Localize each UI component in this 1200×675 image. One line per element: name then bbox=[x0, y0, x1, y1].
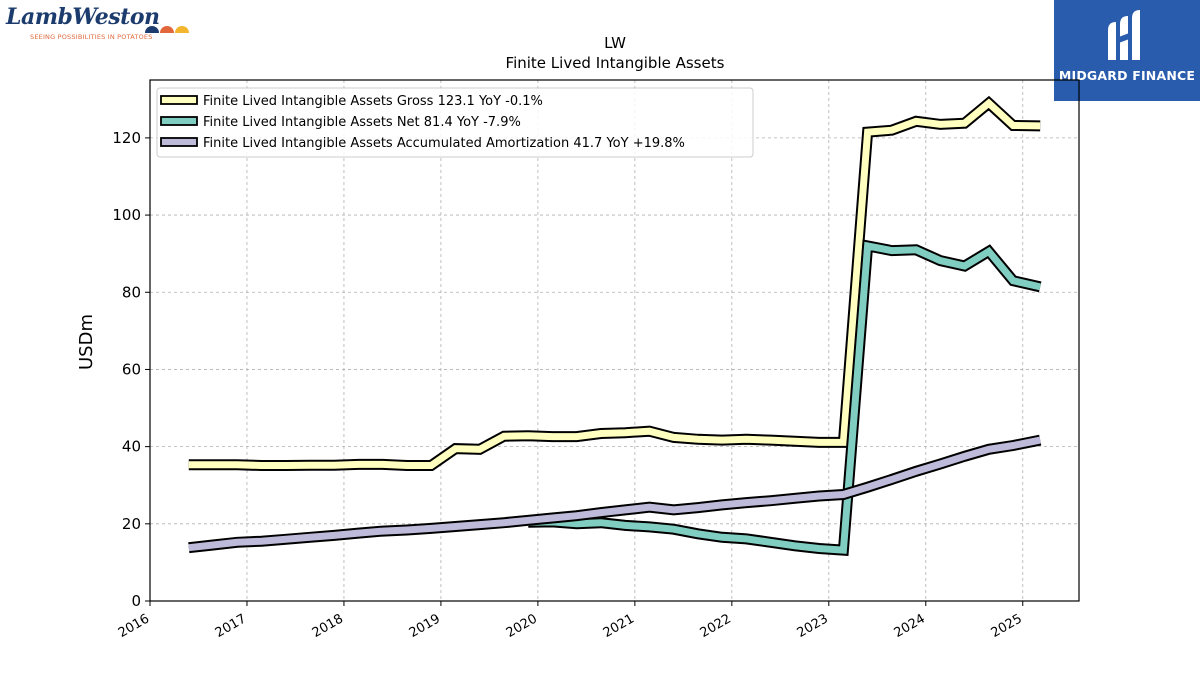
company-wordmark: LambWeston bbox=[6, 4, 160, 30]
legend-swatch-0 bbox=[160, 95, 198, 105]
series-line-2 bbox=[188, 436, 1041, 552]
series-line-0 bbox=[188, 98, 1041, 469]
logo-dots-icon bbox=[145, 26, 189, 33]
series-outline-0 bbox=[188, 95, 1041, 471]
legend-label-2: Finite Lived Intangible Assets Accumulat… bbox=[203, 136, 685, 151]
legend-swatch-1 bbox=[160, 116, 198, 126]
series-layer bbox=[188, 95, 1042, 556]
y-tick-label: 120 bbox=[112, 129, 141, 147]
legend: Finite Lived Intangible Assets Gross 123… bbox=[156, 87, 754, 158]
company-tagline: SEEING POSSIBILITIES IN POTATOES bbox=[30, 33, 153, 41]
publisher-name: MIDGARD FINANCE bbox=[1058, 68, 1196, 83]
y-tick-label: 80 bbox=[122, 283, 141, 301]
x-tick-label: 2018 bbox=[310, 611, 346, 641]
x-tick-label: 2016 bbox=[116, 611, 152, 641]
y-tick-label: 20 bbox=[122, 515, 141, 533]
midgard-finance-logo: MIDGARD FINANCE bbox=[1054, 0, 1200, 101]
x-tick-label: 2022 bbox=[698, 611, 734, 641]
chart-title: LW bbox=[604, 34, 626, 52]
legend-box bbox=[156, 87, 754, 158]
x-axis: 2016 2017 2018 2019 2020 2021 2022 2023 2024 2025 bbox=[116, 601, 1025, 641]
x-tick-label: 2023 bbox=[795, 611, 831, 641]
legend-swatch-2 bbox=[160, 137, 198, 147]
y-axis-label: USDm bbox=[76, 314, 97, 370]
y-tick-label: 100 bbox=[112, 206, 141, 224]
plot-frame bbox=[149, 79, 1080, 602]
y-tick-label: 40 bbox=[122, 438, 141, 456]
x-tick-label: 2017 bbox=[213, 611, 249, 641]
lambweston-logo: LambWeston SEEING POSSIBILITIES IN POTAT… bbox=[6, 4, 196, 44]
y-axis: 0 20 40 60 80 100 120 bbox=[112, 129, 150, 610]
x-tick-label: 2024 bbox=[892, 611, 928, 641]
y-tick-label: 0 bbox=[131, 592, 141, 610]
y-tick-label: 60 bbox=[122, 360, 141, 378]
x-tick-label: 2019 bbox=[407, 611, 443, 641]
x-tick-label: 2020 bbox=[504, 611, 540, 641]
x-tick-label: 2025 bbox=[989, 611, 1025, 641]
legend-label-0: Finite Lived Intangible Assets Gross 123… bbox=[203, 94, 543, 109]
x-tick-label: 2021 bbox=[601, 611, 637, 641]
chart-subtitle: Finite Lived Intangible Assets bbox=[506, 54, 725, 72]
series-outline-2 bbox=[188, 434, 1042, 554]
midgard-mark-icon bbox=[1108, 10, 1140, 60]
series-line-1 bbox=[528, 241, 1041, 554]
legend-label-1: Finite Lived Intangible Assets Net 81.4 … bbox=[203, 115, 521, 130]
